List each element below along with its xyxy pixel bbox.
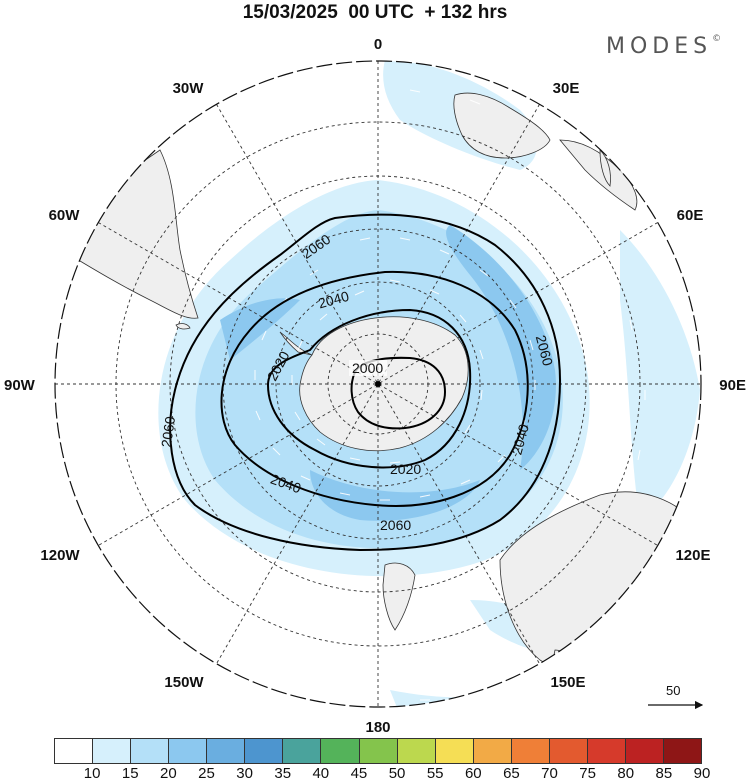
colorbar <box>54 738 702 764</box>
africa <box>453 92 551 159</box>
lon-label-150e: 150E <box>550 674 585 691</box>
colorbar-cell <box>664 739 702 763</box>
colorbar-tick-label: 20 <box>160 765 177 782</box>
contour-2020 <box>266 308 472 469</box>
lon-label-60e: 60E <box>677 207 704 224</box>
colorbar-tick-label: 30 <box>236 765 253 782</box>
colorbar-cell <box>435 739 474 763</box>
contour-label-2040-a: 2040 <box>316 288 350 312</box>
contour-2000 <box>350 356 447 430</box>
colorbar-cell <box>169 739 208 763</box>
reference-vector-label: 50 <box>666 683 681 698</box>
colorbar-tick-label: 45 <box>350 765 368 782</box>
height-contours <box>169 213 562 552</box>
contour-2060 <box>169 213 562 552</box>
colorbar-cell <box>587 739 626 763</box>
antarctica <box>299 316 469 452</box>
colorbar-cell <box>397 739 436 763</box>
colorbar-cell <box>359 739 398 763</box>
contour-label-2060-c: 2060 <box>158 415 178 448</box>
colorbar-tick-label: 10 <box>83 765 101 782</box>
colorbar-tick-label: 35 <box>274 765 292 782</box>
madagascar <box>599 149 611 187</box>
map-boundary <box>54 60 702 708</box>
colorbar-tick-label: 40 <box>312 765 330 782</box>
africa-east <box>559 139 638 211</box>
lon-label-90w: 90W <box>4 377 36 394</box>
colorbar-tick-label: 80 <box>617 765 635 782</box>
colorbar-cell <box>473 739 512 763</box>
colorbar-tick-label: 70 <box>541 765 558 782</box>
colorbar-cell <box>511 739 550 763</box>
lon-label-150w: 150W <box>164 674 204 691</box>
contour-label-2020-b: 2020 <box>390 461 421 477</box>
lon-label-30w: 30W <box>173 80 205 97</box>
colorbar-tick-label: 55 <box>426 765 444 782</box>
polar-map: 2000 2020 2020 2040 2040 2040 2060 2060 … <box>4 36 746 736</box>
contour-label-2040-b: 2040 <box>508 422 532 456</box>
brand-text: MODES <box>606 34 713 59</box>
colorbar-tick-label: 75 <box>579 765 596 782</box>
contour-label-2060-b: 2060 <box>533 333 557 367</box>
lon-label-90e: 90E <box>719 377 746 394</box>
colorbar-tick-label: 60 <box>464 765 482 782</box>
antarctic-peninsula <box>279 331 313 356</box>
south-georgia <box>175 323 191 330</box>
colorbar-ticks: 10 15 20 25 30 35 40 45 50 55 60 65 70 75 80 85 90 <box>54 764 711 782</box>
contour-2040 <box>220 270 529 507</box>
lon-label-180: 180 <box>365 719 390 736</box>
colorbar-cell <box>625 739 664 763</box>
colorbar-cell <box>245 739 284 763</box>
map-disk: 2000 2020 2020 2040 2040 2040 2060 2060 … <box>55 61 701 707</box>
colorbar-cell <box>549 739 588 763</box>
lon-label-60w: 60W <box>49 207 81 224</box>
colorbar-tick-label: 65 <box>503 765 520 782</box>
colorbar-tick-label: 25 <box>198 765 215 782</box>
tasmania <box>553 649 568 669</box>
colorbar-tick-label: 50 <box>388 765 406 782</box>
pole-dot <box>375 381 381 387</box>
colorbar-cell <box>207 739 246 763</box>
lon-label-120w: 120W <box>40 547 80 564</box>
colorbar-cell <box>321 739 360 763</box>
longitude-labels: 0 180 90W 90E 30W 30E 60W 60E 120W 120E … <box>4 36 746 736</box>
lon-label-0: 0 <box>374 36 382 53</box>
contour-label-2000: 2000 <box>352 360 383 376</box>
colorbar-tick-label: 90 <box>693 765 711 782</box>
colorbar-cell <box>55 739 94 763</box>
map-title: 15/03/2025 00 UTC + 132 hrs <box>242 2 508 23</box>
brand-logo: MODES© <box>606 34 721 59</box>
colorbar-cell <box>93 739 132 763</box>
new-zealand <box>382 562 416 631</box>
copyright-mark: © <box>712 34 722 44</box>
lon-label-120e: 120E <box>675 547 710 564</box>
colorbar-tick-label: 85 <box>655 765 673 782</box>
contour-label-2060-d: 2060 <box>380 517 411 533</box>
colorbar-cell <box>131 739 170 763</box>
colorbar-cell <box>283 739 322 763</box>
colorbar-tick-label: 15 <box>121 765 139 782</box>
lon-label-30e: 30E <box>553 80 580 97</box>
